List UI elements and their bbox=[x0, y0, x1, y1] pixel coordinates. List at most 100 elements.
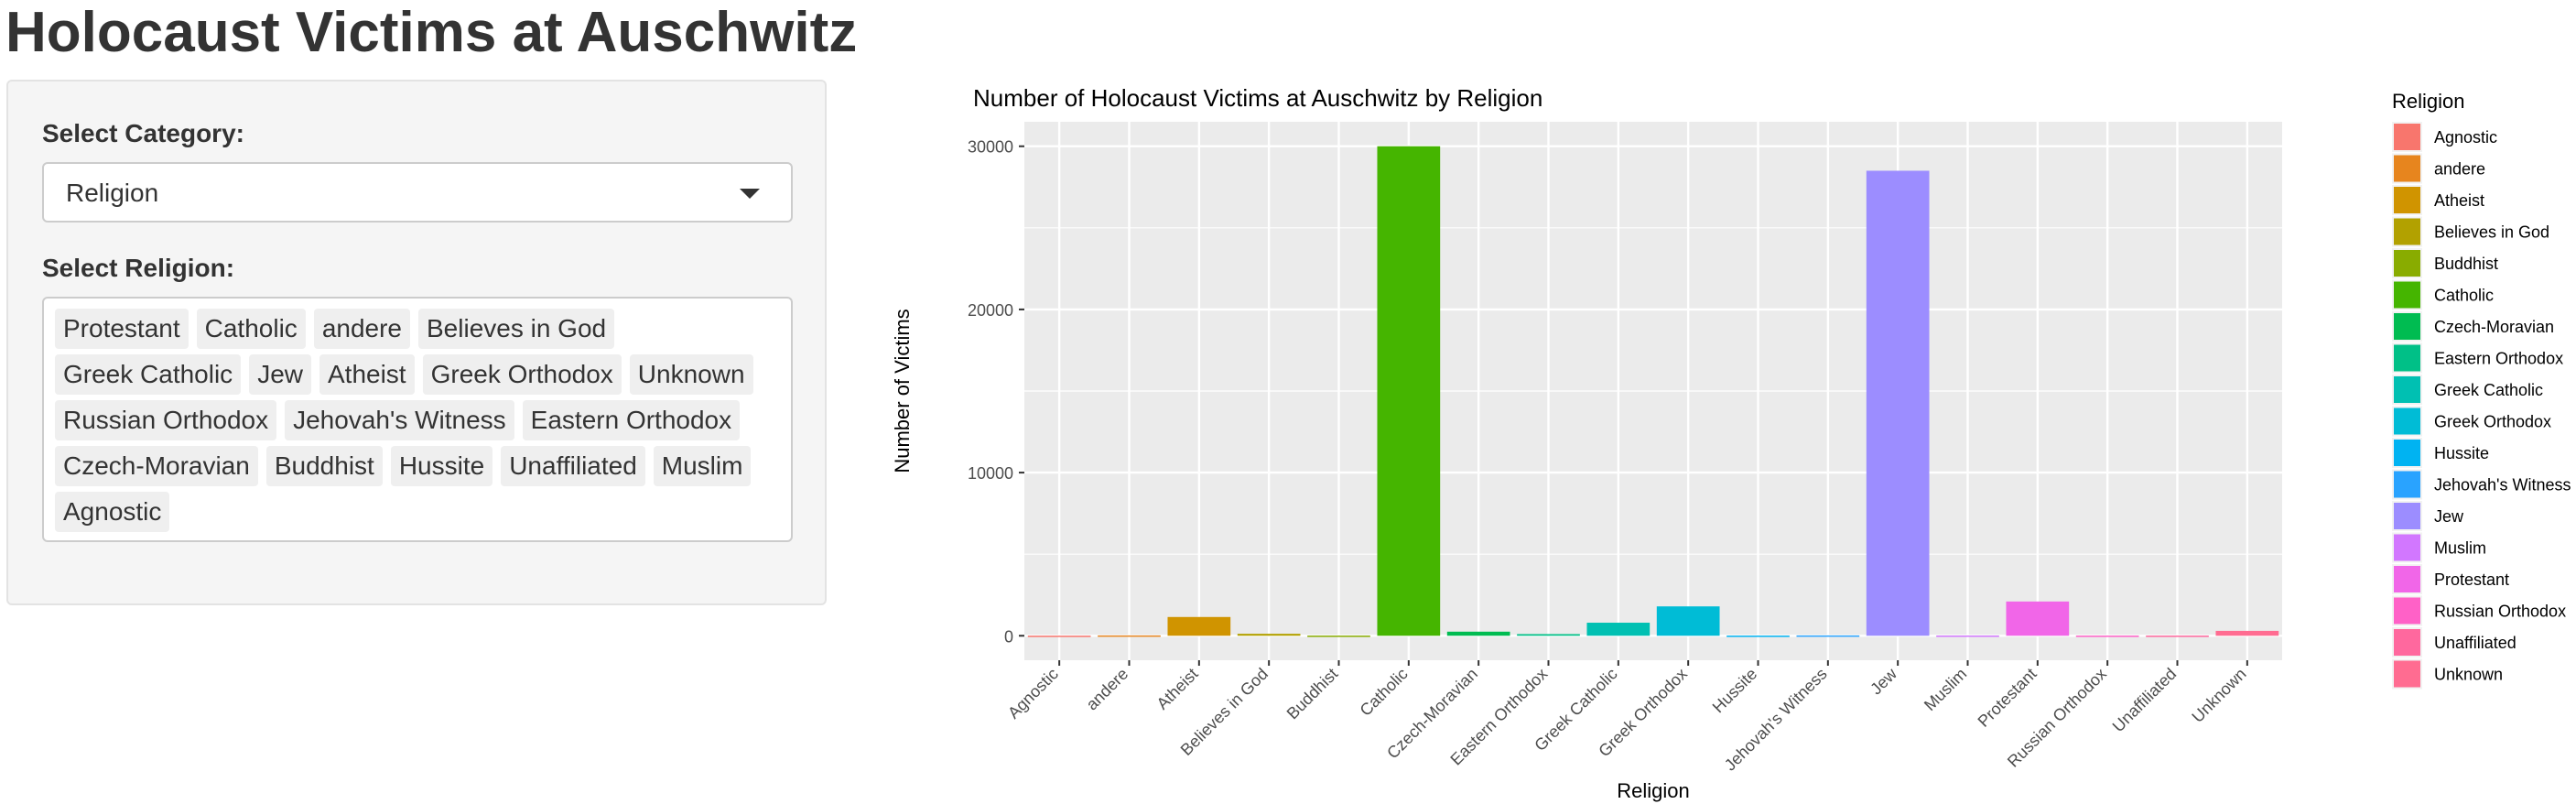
legend-swatch bbox=[2394, 313, 2420, 340]
legend-label: Unaffiliated bbox=[2434, 634, 2516, 652]
religion-chip[interactable]: Jew bbox=[249, 354, 311, 395]
category-select-value: Religion bbox=[66, 179, 159, 207]
bar bbox=[1027, 636, 1091, 637]
bar bbox=[1167, 616, 1231, 636]
bar bbox=[2146, 636, 2209, 637]
legend-label: Protestant bbox=[2434, 570, 2509, 589]
bar bbox=[1656, 606, 1720, 636]
bar bbox=[1726, 636, 1790, 637]
legend-label: Believes in God bbox=[2434, 223, 2549, 242]
y-axis: 0 10000 20000 30000 bbox=[968, 138, 1024, 646]
legend-swatch bbox=[2394, 155, 2420, 182]
legend-swatch bbox=[2394, 344, 2420, 372]
legend-label: Buddhist bbox=[2434, 255, 2498, 273]
legend-swatch bbox=[2394, 503, 2420, 529]
bar bbox=[2075, 636, 2139, 637]
y-tick-label: 0 bbox=[1004, 627, 1013, 646]
legend-label: Czech-Moravian bbox=[2434, 318, 2554, 336]
religion-chip[interactable]: Hussite bbox=[390, 446, 493, 486]
bar bbox=[1446, 631, 1510, 636]
legend-label: Unknown bbox=[2434, 666, 2503, 684]
bar-chart: Number of Holocaust Victims at Auschwitz… bbox=[891, 84, 2571, 802]
chart-title: Number of Holocaust Victims at Auschwitz… bbox=[973, 84, 1542, 112]
legend-swatch bbox=[2394, 471, 2420, 498]
x-tick-label: Atheist bbox=[1153, 665, 1202, 713]
religion-chip[interactable]: Unknown bbox=[629, 354, 753, 395]
x-tick-label: Muslim bbox=[1921, 665, 1970, 714]
bar bbox=[1098, 635, 1161, 637]
bar bbox=[2215, 630, 2279, 636]
legend-title: Religion bbox=[2392, 90, 2465, 113]
legend-swatch bbox=[2394, 597, 2420, 625]
bar bbox=[1866, 170, 1930, 636]
legend-label: Eastern Orthodox bbox=[2434, 350, 2563, 368]
legend-swatch bbox=[2394, 250, 2420, 277]
bar bbox=[2006, 601, 2070, 636]
legend-swatch bbox=[2394, 124, 2420, 150]
bar bbox=[1586, 623, 1651, 636]
legend-swatch bbox=[2394, 376, 2420, 403]
legend: Religion Agnostic andere Atheist Believes i… bbox=[2392, 90, 2571, 690]
legend-swatch bbox=[2394, 281, 2420, 309]
x-tick-label: Agnostic bbox=[1004, 665, 1062, 723]
legend-label: Russian Orthodox bbox=[2434, 603, 2566, 621]
bar bbox=[1517, 634, 1580, 636]
legend-swatch bbox=[2394, 440, 2420, 466]
religion-chip[interactable]: Jehovah's Witness bbox=[285, 400, 514, 440]
category-label: Select Category: bbox=[42, 119, 244, 147]
religion-chip[interactable]: Believes in God bbox=[418, 309, 615, 349]
legend-label: Greek Catholic bbox=[2434, 381, 2543, 399]
legend-swatch bbox=[2394, 660, 2420, 688]
x-axis-label: Religion bbox=[1617, 779, 1690, 802]
religion-chip[interactable]: andere bbox=[313, 309, 410, 349]
bar bbox=[1936, 636, 1999, 637]
bar bbox=[1237, 634, 1301, 636]
legend-label: Agnostic bbox=[2434, 128, 2497, 147]
x-tick-label: Protestant bbox=[1975, 665, 2040, 731]
legend-label: Hussite bbox=[2434, 444, 2489, 462]
legend-label: Jehovah's Witness bbox=[2434, 476, 2571, 494]
religion-chip[interactable]: Catholic bbox=[196, 309, 306, 349]
legend-swatch bbox=[2394, 407, 2420, 435]
x-tick-label: Hussite bbox=[1709, 665, 1761, 717]
religion-chip[interactable]: Greek Catholic bbox=[55, 354, 242, 395]
religion-chip[interactable]: Unaffiliated bbox=[501, 446, 645, 486]
y-tick-label: 30000 bbox=[968, 138, 1013, 157]
religion-chip[interactable]: Muslim bbox=[653, 446, 752, 486]
bar bbox=[1377, 146, 1441, 636]
category-select[interactable]: Religion bbox=[42, 162, 793, 223]
legend-label: Greek Orthodox bbox=[2434, 413, 2551, 431]
religion-chip[interactable]: Agnostic bbox=[55, 492, 170, 532]
legend-swatch bbox=[2394, 534, 2420, 561]
x-tick-label: Buddhist bbox=[1283, 665, 1342, 723]
y-tick-label: 10000 bbox=[968, 464, 1013, 483]
bar bbox=[1307, 636, 1370, 637]
legend-swatch bbox=[2394, 629, 2420, 656]
legend-swatch bbox=[2394, 566, 2420, 592]
bars bbox=[1027, 146, 2279, 637]
religion-chip[interactable]: Greek Orthodox bbox=[422, 354, 622, 395]
religion-chip[interactable]: Buddhist bbox=[265, 446, 383, 486]
legend-label: Jew bbox=[2434, 507, 2464, 526]
x-tick-label: Catholic bbox=[1357, 665, 1412, 720]
religion-chip[interactable]: Czech-Moravian bbox=[55, 446, 258, 486]
religion-chip[interactable]: Protestant bbox=[55, 309, 189, 349]
legend-swatch bbox=[2394, 187, 2420, 213]
x-tick-label: andere bbox=[1083, 665, 1132, 714]
x-tick-label: Jew bbox=[1867, 664, 1900, 698]
y-tick-label: 20000 bbox=[968, 301, 1013, 320]
bar bbox=[1796, 635, 1860, 637]
sidebar-panel: Select Category: Religion Select Religio… bbox=[6, 80, 827, 605]
religion-multiselect[interactable]: Protestant Catholic andere Believes in God G… bbox=[42, 297, 793, 542]
legend-label: Muslim bbox=[2434, 539, 2486, 558]
x-tick-label: Unknown bbox=[2188, 665, 2249, 726]
chevron-down-icon bbox=[740, 189, 760, 199]
x-tick-label: Unaffiliated bbox=[2109, 665, 2181, 736]
religion-chip[interactable]: Russian Orthodox bbox=[55, 400, 277, 440]
religion-chip[interactable]: Eastern Orthodox bbox=[522, 400, 741, 440]
legend-label: andere bbox=[2434, 160, 2485, 179]
y-axis-label: Number of Victims bbox=[891, 309, 914, 473]
religion-chip[interactable]: Atheist bbox=[319, 354, 415, 395]
page-title: Holocaust Victims at Auschwitz bbox=[5, 1, 858, 64]
legend-swatch bbox=[2394, 218, 2420, 245]
